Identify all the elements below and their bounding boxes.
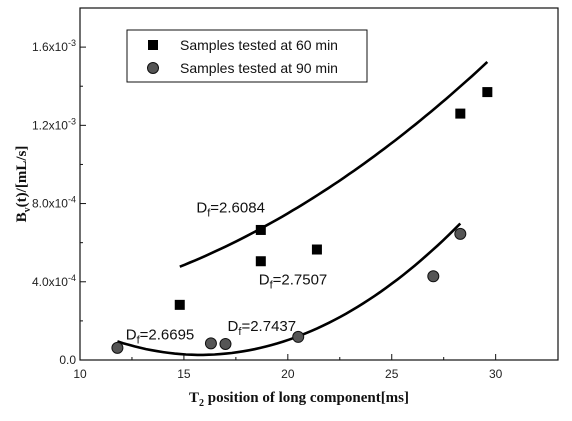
legend-marker-circle [147,62,159,74]
y-axis-title: Bv(t)/[mL/s] [14,146,33,223]
fit-curve-layer [117,60,489,357]
y-tick-label: 8.0x10-4 [32,195,76,211]
fractal-dimension-label: Df=2.6695 [126,326,195,346]
legend-marker-square [148,40,158,50]
data-point-square [482,87,493,98]
data-point-circle [219,337,232,350]
fractal-dimension-label: Df=2.7507 [259,272,328,292]
x-tick-label: 20 [281,367,295,381]
y-tick-label: 1.2x10-3 [32,116,76,132]
plot-frame [79,7,559,361]
data-point-layer [111,87,493,354]
fractal-dimension-label: Df=2.7437 [228,318,297,338]
x-tick-label: 25 [385,367,399,381]
data-point-square [311,244,322,255]
legend: Samples tested at 60 min Samples tested a… [126,29,368,83]
y-tick-label: 1.6x10-3 [32,38,76,54]
data-point-square [455,108,466,119]
fit-curve [179,60,489,268]
data-point-circle [454,227,467,240]
fractal-dimension-label: Df=2.6084 [196,199,265,219]
data-point-circle [204,337,217,350]
x-tick-label: 10 [73,367,87,381]
legend-label: Samples tested at 90 min [180,60,338,76]
data-point-circle [427,270,440,283]
data-point-square [255,224,266,235]
fit-curve [117,222,462,357]
x-tick-label: 15 [177,367,191,381]
tick-layer: 10 15 20 25 30 0.0 4.0x10-4 8.0x10-4 1.2x10-3 1.6… [32,38,503,381]
annotation-layer: Df=2.6084 Df=2.7507 Df=2.6695 Df=2.7437 [126,199,328,346]
data-point-circle [111,341,124,354]
data-point-square [174,299,185,310]
data-point-circle [292,330,305,343]
legend-box [126,29,368,83]
x-axis-title: T2 position of long component[ms] [189,390,409,409]
y-tick-label: 0.0 [59,353,76,367]
legend-label: Samples tested at 60 min [180,37,338,53]
data-point-square [255,256,266,267]
y-tick-label: 4.0x10-4 [32,273,76,289]
x-tick-label: 30 [489,367,503,381]
